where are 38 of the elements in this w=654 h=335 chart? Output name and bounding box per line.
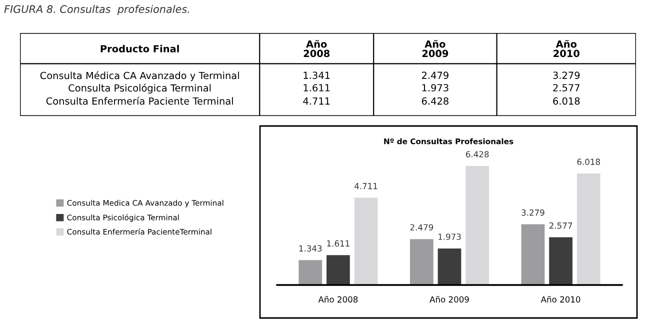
x-tick-label: Año 2010 [540, 296, 580, 303]
text: 2.479 [422, 72, 448, 79]
text: 6.428 [422, 97, 448, 105]
text: 1.973 [422, 84, 448, 92]
text: 1.611 [304, 84, 330, 92]
data-label: 4.711 [354, 183, 378, 190]
data-label: 1.343 [299, 245, 322, 252]
data-label: 6.428 [466, 151, 489, 158]
bar [410, 239, 434, 285]
text: 3.279 [553, 72, 580, 79]
bar [466, 166, 490, 285]
data-label: 1.611 [327, 240, 350, 247]
bar [549, 237, 572, 285]
x-tick-label: Año 2009 [430, 296, 469, 303]
bar [326, 255, 350, 285]
text: 1.341 [304, 72, 330, 79]
data-label: 6.018 [577, 158, 600, 165]
bar [521, 224, 545, 285]
data-label: 2.577 [549, 222, 572, 229]
x-tick-label: Año 2008 [318, 296, 358, 303]
bar [298, 260, 322, 285]
data-label: 3.279 [522, 209, 544, 216]
text: Consulta Enfermería Paciente Terminal [46, 96, 233, 105]
bar [354, 198, 378, 285]
text: 6.018 [553, 97, 580, 105]
bar [576, 174, 600, 285]
text: FIGURA 8. Consultas profesionales. [4, 4, 190, 16]
text: Año 2008 [304, 40, 330, 58]
text: Consulta Psicológica Terminal [68, 84, 211, 94]
data-label: 1.973 [438, 234, 461, 240]
bar [438, 248, 462, 285]
data-label: 2.479 [410, 224, 434, 231]
text: 4.711 [303, 97, 330, 105]
text: Año 2010 [554, 40, 580, 58]
text: Consulta Médica CA Avanzado y Terminal [40, 71, 239, 82]
text: Año 2009 [422, 40, 448, 58]
text: 2.577 [553, 84, 580, 92]
text: Producto Final [100, 44, 179, 52]
